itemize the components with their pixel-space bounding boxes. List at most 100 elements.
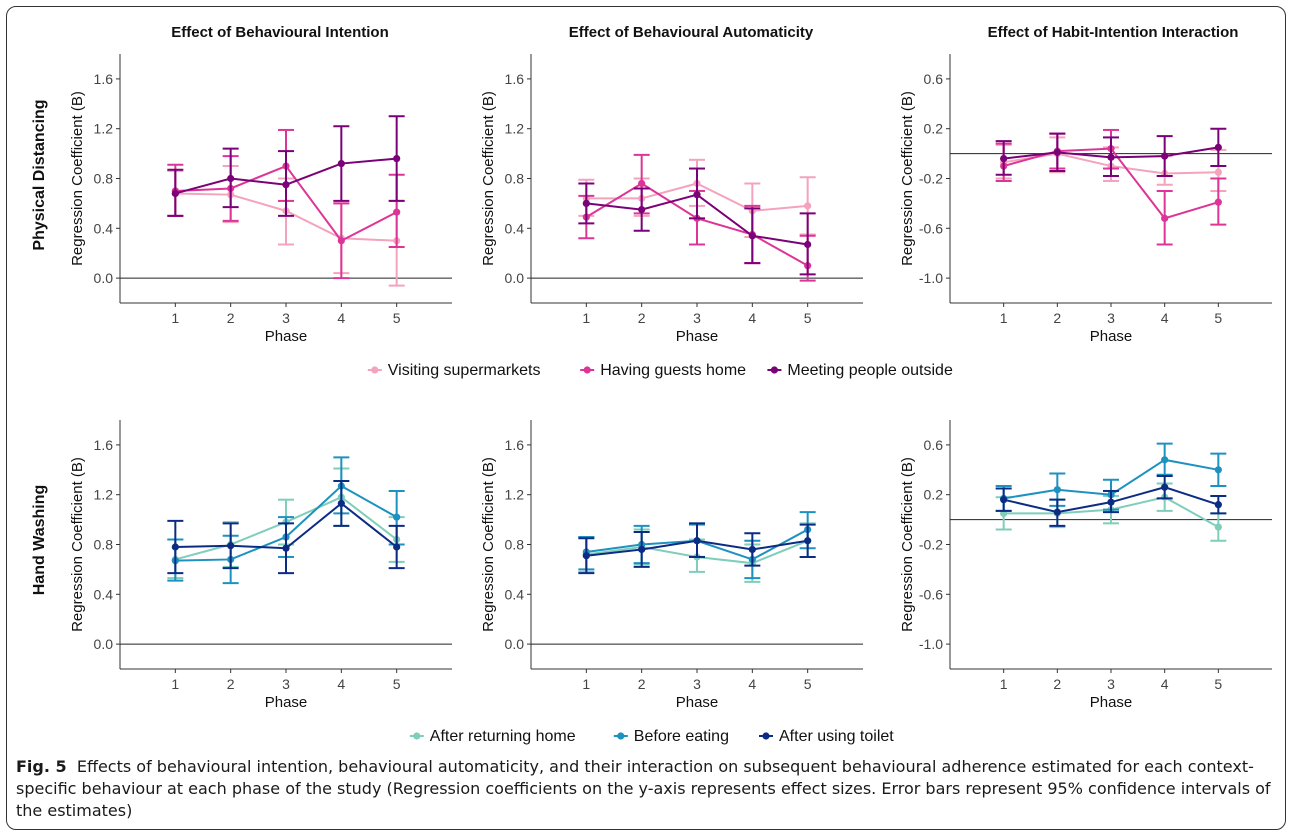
x-tick-label: 1 <box>1000 310 1008 326</box>
x-tick-label: 4 <box>337 676 345 692</box>
data-point <box>282 181 290 189</box>
y-tick-label: 1.2 <box>94 121 114 137</box>
x-tick-label: 1 <box>1000 676 1008 692</box>
data-point <box>1214 501 1222 509</box>
data-point <box>171 189 179 198</box>
y-tick-label: 0.0 <box>505 270 525 286</box>
x-tick-label: 3 <box>282 310 290 326</box>
x-tick-label: 2 <box>638 676 646 692</box>
x-tick-label: 1 <box>171 676 179 692</box>
data-point <box>693 191 701 199</box>
x-tick-label: 1 <box>582 676 590 692</box>
data-point <box>638 545 646 554</box>
x-tick-label: 3 <box>1107 676 1115 692</box>
series-3 <box>578 167 816 276</box>
data-point <box>1214 198 1222 206</box>
legend-label: Having guests home <box>600 362 746 379</box>
data-point <box>1053 148 1061 156</box>
data-point <box>227 174 235 183</box>
x-axis-label: Phase <box>265 694 308 711</box>
y-tick-label: 1.6 <box>505 71 525 87</box>
chart-panel-3: -1.0 -0.6 -0.2 0.2 0.6 1 2 3 4 5 Phase Regression C… <box>899 54 1272 345</box>
data-point <box>1214 168 1222 176</box>
y-tick-label: 0.8 <box>94 537 114 553</box>
legend-label: After using toilet <box>779 728 894 745</box>
x-tick-label: 1 <box>171 310 179 326</box>
legend-swatch-dot <box>583 366 591 374</box>
y-tick-label: 0.8 <box>94 171 114 187</box>
y-tick-label: -0.6 <box>919 586 943 602</box>
data-point <box>804 240 812 249</box>
chart-panel-2: 0.0 0.4 0.8 1.2 1.6 1 2 3 4 5 Phase Regression Coef… <box>480 54 863 345</box>
y-tick-label: 0.8 <box>505 171 525 187</box>
column-title-1: Effect of Behavioural Intention <box>171 24 389 41</box>
chart-panel-5: 0.0 0.4 0.8 1.2 1.6 1 2 3 4 5 Phase Regression Coef… <box>480 420 863 711</box>
x-tick-label: 4 <box>337 310 345 326</box>
y-tick-label: 1.2 <box>94 487 114 503</box>
data-point <box>393 154 401 163</box>
x-tick-label: 5 <box>393 310 401 326</box>
figure-frame <box>6 6 1286 830</box>
data-point <box>582 199 590 207</box>
legend-label: Before eating <box>634 728 729 745</box>
legend-label: After returning home <box>430 728 576 745</box>
x-tick-label: 5 <box>804 676 812 692</box>
data-point <box>1161 483 1169 491</box>
data-point <box>393 513 401 521</box>
x-tick-label: 4 <box>1161 310 1169 326</box>
legend-item-3: After using toilet <box>759 728 894 745</box>
data-point <box>1161 456 1169 464</box>
legend-item-2: Having guests home <box>580 362 746 379</box>
x-tick-label: 1 <box>582 310 590 326</box>
y-axis-label: Regression Coefficient (B) <box>899 457 916 632</box>
y-axis-label: Regression Coefficient (B) <box>480 457 497 632</box>
y-tick-label: 0.0 <box>94 636 114 652</box>
x-axis-label: Phase <box>1090 328 1133 345</box>
row-label-physical-distancing: Physical Distancing <box>31 99 48 250</box>
caption-label: Fig. 5 <box>16 757 67 776</box>
chart-panel-1: 0.0 0.4 0.8 1.2 1.6 1 2 3 4 5 Phase Regression Coef… <box>69 54 452 345</box>
x-tick-label: 3 <box>693 676 701 692</box>
legend-item-1: Visiting supermarkets <box>367 362 541 379</box>
data-point <box>1053 508 1061 516</box>
y-tick-label: 0.8 <box>505 537 525 553</box>
data-point <box>1107 498 1115 506</box>
x-tick-label: 2 <box>227 676 235 692</box>
legend-label: Meeting people outside <box>787 362 953 379</box>
column-title-2: Effect of Behavioural Automaticity <box>569 24 814 41</box>
data-point <box>282 544 290 552</box>
y-tick-label: 0.4 <box>505 586 525 602</box>
data-point <box>582 552 590 560</box>
legend-swatch-dot <box>770 366 779 374</box>
x-tick-label: 2 <box>1053 676 1061 692</box>
y-tick-label: -0.2 <box>919 537 943 553</box>
x-tick-label: 5 <box>1214 310 1222 326</box>
series-3 <box>167 115 405 217</box>
y-tick-label: 1.6 <box>505 437 525 453</box>
data-point <box>748 545 756 554</box>
y-tick-label: 0.4 <box>505 220 525 236</box>
y-axis-label: Regression Coefficient (B) <box>69 91 86 266</box>
x-tick-label: 4 <box>748 310 756 326</box>
data-point <box>337 237 345 245</box>
y-tick-label: 1.6 <box>94 437 114 453</box>
x-tick-label: 2 <box>227 310 235 326</box>
y-tick-label: 0.2 <box>924 487 944 503</box>
legend-item-2: Before eating <box>613 728 729 745</box>
y-axis-label: Regression Coefficient (B) <box>69 457 86 632</box>
y-tick-label: -1.0 <box>919 636 943 652</box>
y-tick-label: -0.2 <box>919 171 943 187</box>
x-axis-label: Phase <box>676 694 719 711</box>
data-point <box>393 208 401 216</box>
y-tick-label: 1.6 <box>94 71 114 87</box>
series-3 <box>995 475 1227 527</box>
y-tick-label: 1.2 <box>505 487 525 503</box>
legend-hand-washing: After returning home Before eating After u… <box>409 728 894 745</box>
y-tick-label: 0.6 <box>924 437 944 453</box>
caption-text: Effects of behavioural intention, behavi… <box>16 757 1271 820</box>
x-tick-label: 5 <box>393 676 401 692</box>
legend-label: Visiting supermarkets <box>388 362 541 379</box>
series-3 <box>578 522 816 575</box>
x-axis-label: Phase <box>1090 694 1133 711</box>
